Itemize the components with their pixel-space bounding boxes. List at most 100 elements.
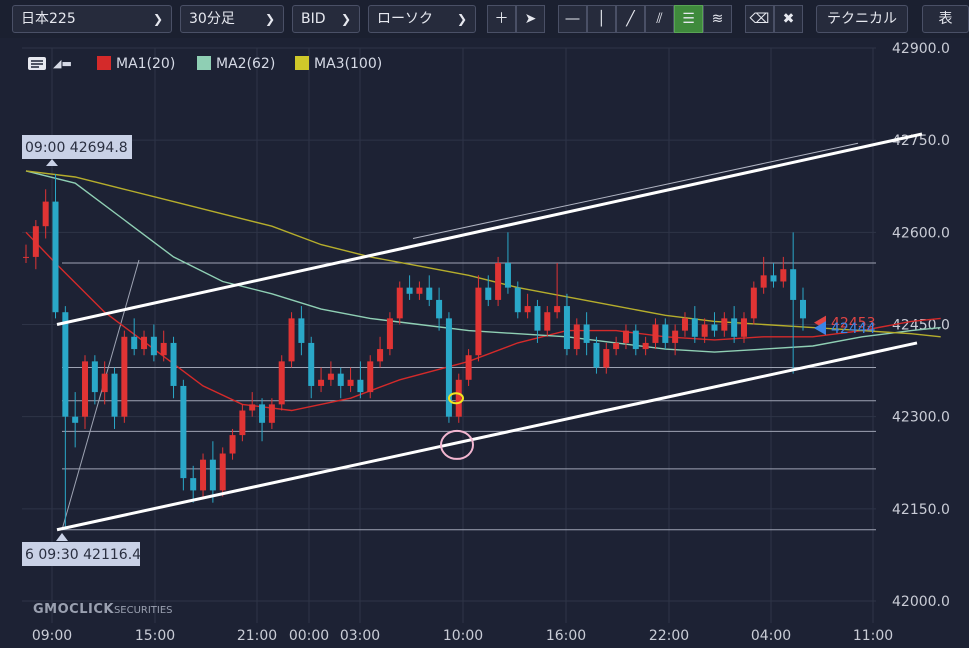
x-tick-label: 11:00 [853, 628, 893, 644]
trend-line-icon: ╱ [626, 11, 635, 27]
candle-body [681, 318, 688, 331]
candle-body [386, 318, 393, 350]
erase-all-button[interactable]: ✖ [774, 5, 803, 33]
candle-body [337, 373, 344, 386]
candle-body [504, 263, 511, 288]
candle-body [278, 361, 285, 405]
candle-body [750, 287, 757, 319]
erase-all-icon: ✖ [782, 11, 795, 27]
pointer-button[interactable]: ➤ [516, 5, 545, 33]
candle-body [485, 287, 492, 300]
price-type-select[interactable]: BID ❯ [292, 5, 360, 33]
price-badge-pointer-icon [814, 321, 826, 336]
candle-body [62, 312, 69, 417]
crosshair-button[interactable]: ＋ [487, 5, 516, 33]
candle-body [475, 287, 482, 356]
x-tick-label: 16:00 [546, 628, 586, 644]
low-annotation: 6 09:30 42116.4 [25, 547, 141, 563]
y-tick-label: 42150.0 [892, 502, 950, 518]
x-tick-label: 15:00 [135, 628, 175, 644]
candle-body [150, 336, 157, 356]
chevron-down-icon: ❯ [456, 12, 467, 26]
candle-body [740, 318, 747, 337]
candle-body [691, 318, 698, 337]
fibonacci-retracement-button[interactable]: ☰ [674, 5, 703, 33]
candle-body [800, 299, 806, 319]
x-tick-label: 03:00 [340, 628, 380, 644]
y-tick-label: 42450.0 [892, 318, 950, 334]
channel-lower-line[interactable] [56, 341, 918, 532]
candle-body [455, 379, 462, 417]
trend-line-button[interactable]: ╱ [616, 5, 645, 33]
candle-body [662, 324, 669, 343]
ma1-line [25, 231, 941, 412]
candle-body [249, 404, 256, 411]
y-tick-label: 42600.0 [892, 225, 950, 241]
eraser-button[interactable]: ⌫ [745, 5, 774, 33]
legend-ma1[interactable]: MA1(20) [97, 54, 175, 74]
ma2-label: MA2(62) [216, 56, 276, 72]
candle-body [131, 336, 138, 350]
channel-upper-line[interactable] [56, 132, 923, 326]
pointer-icon: ➤ [524, 11, 537, 27]
candle-body [82, 361, 89, 417]
fibonacci-fan-button[interactable]: ≋ [703, 5, 732, 33]
x-tick-label: 21:00 [237, 628, 277, 644]
legend-menu-icon[interactable] [27, 54, 49, 80]
chart-style-select[interactable]: ローソク ❯ [368, 5, 476, 33]
low-pointer-icon [56, 533, 68, 541]
candle-body [259, 404, 266, 423]
technical-button[interactable]: テクニカル [816, 5, 908, 33]
candle-body [268, 404, 275, 423]
highlight-marker-pink [440, 429, 474, 460]
ma3-swatch [295, 56, 309, 70]
fibonacci-trend-line [61, 259, 140, 530]
candle-body [347, 379, 354, 386]
display-button[interactable]: 表示 [922, 5, 969, 53]
vertical-line-icon: │ [597, 11, 606, 27]
horizontal-line-button[interactable]: ― [558, 5, 587, 33]
ma3-line [25, 170, 941, 338]
candle-body [622, 330, 629, 343]
toolbar: 日本225 ❯ 30分足 ❯ BID ❯ ローソク ❯ ＋ ➤ ― │ ╱ ⫽ … [0, 0, 969, 53]
candle-body [298, 318, 305, 343]
x-tick-label: 22:00 [649, 628, 689, 644]
crosshair-icon: ＋ [494, 11, 509, 27]
price-chart[interactable]: 42000.042150.042300.042450.042600.042750… [0, 38, 969, 648]
logo-main: GMOCLICK [33, 602, 114, 617]
legend-ma3[interactable]: MA3(100) [295, 54, 382, 74]
parallel-channel-button[interactable]: ⫽ [645, 5, 674, 33]
candle-body [42, 201, 49, 227]
candle-body [544, 312, 551, 331]
channel-mid-line [412, 142, 859, 239]
high-pointer-icon [46, 159, 58, 166]
candle-body [396, 287, 403, 319]
ma2-line [25, 170, 941, 353]
candle-body [327, 373, 334, 380]
ma2-swatch [197, 56, 211, 70]
candle-body [652, 324, 659, 343]
high-annotation: 09:00 42694.8 [25, 140, 128, 156]
candle-body [593, 342, 600, 368]
candle-body [780, 269, 787, 282]
candle-body [632, 330, 639, 350]
x-tick-label: 00:00 [289, 628, 329, 644]
candle-body [288, 318, 295, 362]
candle-body [406, 287, 413, 294]
candle-body [357, 379, 364, 393]
legend-ma2[interactable]: MA2(62) [197, 54, 275, 74]
interval-select[interactable]: 30分足 ❯ [180, 5, 284, 33]
candle-body [721, 318, 728, 331]
symbol-select[interactable]: 日本225 ❯ [12, 5, 172, 33]
candle-body [573, 324, 580, 350]
price-badge: 42453 [831, 316, 876, 332]
candle-body [603, 349, 610, 368]
candle-body [524, 306, 531, 313]
candle-body [209, 459, 216, 491]
parallel-channel-icon: ⫽ [656, 11, 663, 27]
candle-body [701, 324, 708, 337]
legend-collapse-icon[interactable]: ◢▬ [53, 57, 72, 70]
candle-body [318, 379, 325, 386]
vertical-line-button[interactable]: │ [587, 5, 616, 33]
price-type-label: BID [301, 11, 326, 27]
